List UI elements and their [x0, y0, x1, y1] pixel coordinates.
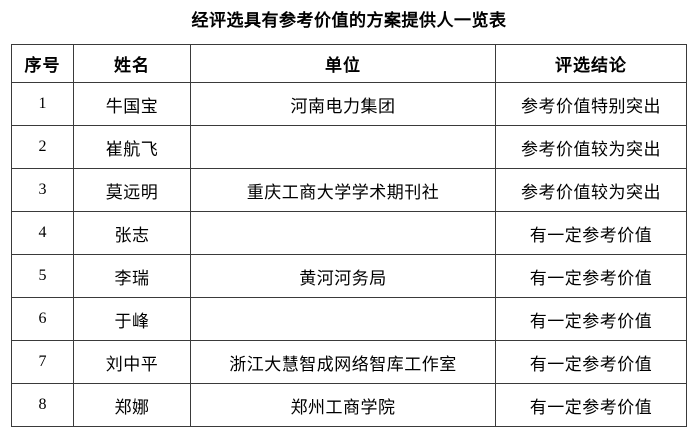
table-row: 3 莫远明 重庆工商大学学术期刊社 参考价值较为突出: [11, 168, 687, 212]
table-row: 7 刘中平 浙江大慧智成网络智库工作室 有一定参考价值: [11, 340, 687, 384]
cell-unit: [190, 211, 496, 255]
cell-seq: 7: [11, 340, 74, 384]
cell-conclusion: 参考价值较为突出: [495, 168, 687, 212]
cell-conclusion: 有一定参考价值: [495, 211, 687, 255]
column-header-seq: 序号: [11, 44, 74, 83]
table-row: 5 李瑞 黄河河务局 有一定参考价值: [11, 254, 687, 298]
table-header-row: 序号 姓名 单位 评选结论: [11, 44, 687, 83]
cell-seq: 4: [11, 211, 74, 255]
cell-conclusion: 有一定参考价值: [495, 340, 687, 384]
cell-name: 刘中平: [73, 340, 191, 384]
cell-conclusion: 参考价值较为突出: [495, 125, 687, 169]
cell-name: 于峰: [73, 297, 191, 341]
cell-seq: 5: [11, 254, 74, 298]
cell-conclusion: 有一定参考价值: [495, 297, 687, 341]
cell-name: 郑娜: [73, 383, 191, 427]
cell-unit: [190, 125, 496, 169]
cell-unit: 浙江大慧智成网络智库工作室: [190, 340, 496, 384]
table-row: 2 崔航飞 参考价值较为突出: [11, 125, 687, 169]
table-row: 8 郑娜 郑州工商学院 有一定参考价值: [11, 383, 687, 427]
cell-conclusion: 有一定参考价值: [495, 254, 687, 298]
cell-unit: 郑州工商学院: [190, 383, 496, 427]
cell-seq: 6: [11, 297, 74, 341]
cell-name: 莫远明: [73, 168, 191, 212]
cell-unit: 河南电力集团: [190, 82, 496, 126]
table-header: 序号 姓名 单位 评选结论: [11, 44, 687, 83]
cell-name: 张志: [73, 211, 191, 255]
table-row: 6 于峰 有一定参考价值: [11, 297, 687, 341]
cell-name: 崔航飞: [73, 125, 191, 169]
cell-conclusion: 参考价值特别突出: [495, 82, 687, 126]
cell-name: 李瑞: [73, 254, 191, 298]
page-title: 经评选具有参考价值的方案提供人一览表: [191, 11, 507, 30]
column-header-unit: 单位: [190, 44, 496, 83]
table-body: 1 牛国宝 河南电力集团 参考价值特别突出 2 崔航飞 参考价值较为突出 3 莫…: [11, 82, 687, 427]
provider-list-table: 序号 姓名 单位 评选结论 1 牛国宝 河南电力集团 参考价值特别突出 2 崔航…: [11, 44, 687, 427]
cell-seq: 3: [11, 168, 74, 212]
cell-unit: 重庆工商大学学术期刊社: [190, 168, 496, 212]
table-container: 序号 姓名 单位 评选结论 1 牛国宝 河南电力集团 参考价值特别突出 2 崔航…: [11, 44, 687, 427]
cell-seq: 2: [11, 125, 74, 169]
cell-conclusion: 有一定参考价值: [495, 383, 687, 427]
cell-unit: 黄河河务局: [190, 254, 496, 298]
column-header-conclusion: 评选结论: [495, 44, 687, 83]
cell-unit: [190, 297, 496, 341]
cell-seq: 1: [11, 82, 74, 126]
column-header-name: 姓名: [73, 44, 191, 83]
cell-seq: 8: [11, 383, 74, 427]
cell-name: 牛国宝: [73, 82, 191, 126]
table-row: 1 牛国宝 河南电力集团 参考价值特别突出: [11, 82, 687, 126]
table-row: 4 张志 有一定参考价值: [11, 211, 687, 255]
